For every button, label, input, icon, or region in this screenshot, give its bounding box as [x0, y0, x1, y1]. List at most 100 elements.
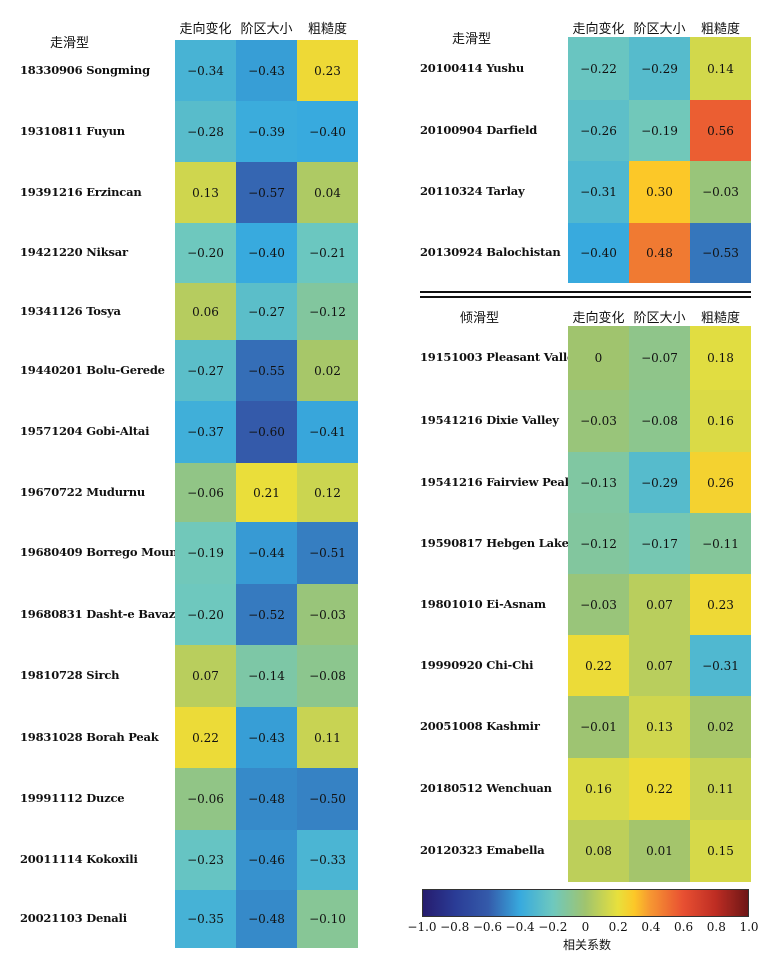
heatmap-cell: −0.50: [297, 768, 358, 830]
row-label: 19991112 Duzce: [20, 791, 125, 805]
row-label: 19571204 Gobi-Altai: [20, 424, 150, 438]
heatmap-cell: −0.03: [690, 161, 751, 223]
row-label: 20110324 Tarlay: [420, 184, 525, 198]
heatmap-cell: −0.41: [297, 401, 358, 463]
heatmap-cell: 0.07: [629, 635, 690, 696]
heatmap-cell: 0.48: [629, 223, 690, 283]
row-label: 19590817 Hebgen Lake: [420, 535, 569, 550]
heatmap-cell: 0.23: [297, 40, 358, 101]
heatmap-cell: −0.17: [629, 513, 690, 574]
heatmap-cell: −0.37: [175, 401, 236, 463]
row-label: 19541216 Fairview Peak: [420, 474, 573, 489]
colorbar-tick-label: −1.0: [407, 920, 437, 934]
panel-separator: [420, 291, 751, 293]
heatmap-cell: 0.02: [690, 696, 751, 758]
heatmap-cell: −0.29: [629, 452, 690, 513]
heatmap-cell: −0.57: [236, 162, 297, 223]
row-label: 19151003 Pleasant Valley: [420, 350, 581, 364]
heatmap-cell: −0.33: [297, 830, 358, 890]
row-label: 19810728 Sirch: [20, 668, 120, 682]
colorbar-tick-label: 0.4: [641, 920, 661, 934]
colorbar-tick-label: 0.8: [706, 920, 726, 934]
heatmap-cell: 0.22: [568, 635, 629, 696]
heatmap-cell: −0.31: [568, 161, 629, 223]
heatmap-cell: 0.13: [629, 696, 690, 758]
heatmap-cell: −0.48: [236, 890, 297, 948]
colorbar-tick-label: 1.0: [739, 920, 759, 934]
row-label: 19831028 Borah Peak: [20, 729, 159, 744]
panel-separator: [420, 296, 751, 298]
heatmap-cell: 0.02: [297, 340, 358, 401]
row-label: 19680409 Borrego Mountain: [20, 545, 203, 559]
heatmap-cell: 0.06: [175, 283, 236, 340]
heatmap-cell: −0.19: [175, 522, 236, 584]
heatmap-cell: 0.08: [568, 820, 629, 882]
column-header: 走向变化: [179, 22, 232, 37]
row-label: 19341126 Tosya: [20, 303, 121, 318]
colorbar-tick-label: 0: [581, 920, 590, 934]
column-header: 粗糙度: [700, 22, 740, 37]
row-label: 19391216 Erzincan: [20, 184, 142, 199]
heatmap-cell: −0.27: [175, 340, 236, 401]
heatmap-cell: −0.23: [175, 830, 236, 890]
heatmap-cell: 0.04: [297, 162, 358, 223]
heatmap-cell: −0.12: [297, 283, 358, 340]
heatmap-cell: 0.23: [690, 574, 751, 635]
heatmap-cell: −0.40: [568, 223, 629, 283]
heatmap-cell: −0.26: [568, 100, 629, 161]
row-label: 19990920 Chi-Chi: [420, 657, 534, 672]
column-header: 阶区大小: [633, 22, 686, 37]
heatmap-cell: 0.07: [629, 574, 690, 635]
heatmap-cell: −0.12: [568, 513, 629, 574]
heatmap-cell: −0.11: [690, 513, 751, 574]
heatmap-cell: −0.03: [297, 584, 358, 645]
heatmap-cell: 0.26: [690, 452, 751, 513]
heatmap-cell: 0.12: [297, 463, 358, 522]
heatmap-cell: −0.40: [297, 101, 358, 162]
row-label: 20120323 Emabella: [420, 843, 545, 857]
heatmap-cell: −0.01: [568, 696, 629, 758]
row-label: 20011114 Kokoxili: [20, 852, 138, 866]
heatmap-cell: 0.11: [690, 758, 751, 820]
heatmap-cell: −0.34: [175, 40, 236, 101]
colorbar-tick-label: −0.8: [440, 920, 470, 934]
heatmap-cell: −0.08: [629, 390, 690, 452]
heatmap-cell: −0.03: [568, 574, 629, 635]
row-label: 19670722 Mudurnu: [20, 484, 146, 499]
colorbar-label: 相关系数: [563, 938, 612, 952]
panel-title: 倾滑型: [460, 311, 500, 326]
heatmap-cell: −0.31: [690, 635, 751, 696]
column-header: 阶区大小: [240, 22, 293, 37]
colorbar-tick-label: 0.6: [674, 920, 694, 934]
heatmap-cell: −0.43: [236, 707, 297, 768]
heatmap-cell: −0.08: [297, 645, 358, 707]
heatmap-cell: 0.13: [175, 162, 236, 223]
heatmap-cell: −0.13: [568, 452, 629, 513]
heatmap-cell: −0.20: [175, 223, 236, 283]
heatmap-cell: −0.06: [175, 768, 236, 830]
column-header: 粗糙度: [307, 22, 347, 37]
heatmap-cell: −0.40: [236, 223, 297, 283]
heatmap-cell: 0.01: [629, 820, 690, 882]
heatmap-cell: 0.30: [629, 161, 690, 223]
panel-title: 走滑型: [452, 32, 492, 47]
heatmap-cell: −0.51: [297, 522, 358, 584]
colorbar-tick-label: −0.6: [472, 920, 502, 934]
heatmap-cell: −0.46: [236, 830, 297, 890]
column-header: 阶区大小: [633, 311, 686, 326]
colorbar-tick-label: −0.4: [505, 920, 535, 934]
row-label: 19680831 Dasht-e Bavaz: [20, 606, 176, 621]
heatmap-cell: −0.28: [175, 101, 236, 162]
heatmap-cell: 0.16: [568, 758, 629, 820]
heatmap-cell: −0.03: [568, 390, 629, 452]
heatmap-cell: −0.39: [236, 101, 297, 162]
column-header: 走向变化: [572, 311, 625, 326]
colorbar: [422, 889, 749, 917]
heatmap-cell: −0.20: [175, 584, 236, 645]
heatmap-cell: 0.11: [297, 707, 358, 768]
row-label: 19421220 Niksar: [20, 245, 128, 259]
heatmap-cell: 0: [568, 326, 629, 390]
heatmap-cell: −0.60: [236, 401, 297, 463]
heatmap-cell: −0.29: [629, 37, 690, 100]
row-label: 19440201 Bolu-Gerede: [20, 362, 165, 377]
